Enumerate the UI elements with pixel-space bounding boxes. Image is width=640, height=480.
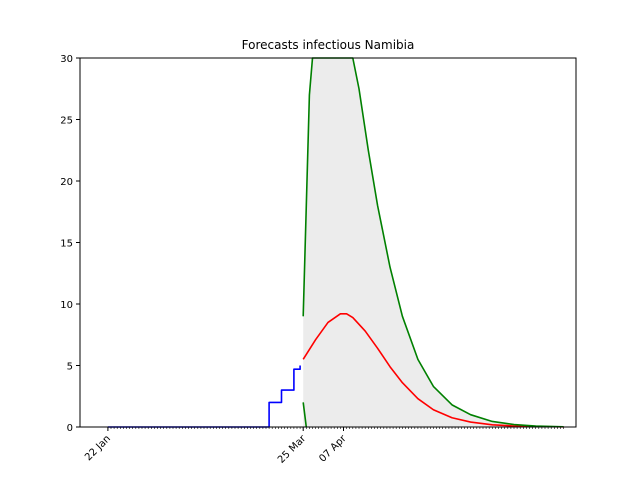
x-tick-label: 07 Apr [317, 433, 349, 465]
plot-area [107, 57, 564, 428]
chart-title: Forecasts infectious Namibia [242, 38, 415, 52]
y-tick-label: 25 [60, 116, 73, 127]
x-axis: 22 Jan 25 Mar 07 Apr [83, 427, 564, 466]
confidence-band [303, 58, 564, 427]
series-line-1 [302, 313, 564, 428]
series-line-3 [302, 402, 308, 428]
y-tick-label: 0 [67, 423, 73, 434]
y-tick-label: 30 [60, 54, 73, 65]
y-tick-label: 15 [60, 239, 73, 250]
y-tick-label: 10 [60, 300, 73, 311]
y-axis: 0 5 10 15 20 25 30 [60, 54, 80, 434]
x-tick-label: 25 Mar [276, 433, 309, 466]
series-line-0 [107, 365, 301, 428]
x-tick-label: 22 Jan [83, 433, 113, 463]
y-tick-label: 5 [67, 362, 73, 373]
y-tick-label: 20 [60, 177, 73, 188]
plot-frame [79, 57, 577, 428]
